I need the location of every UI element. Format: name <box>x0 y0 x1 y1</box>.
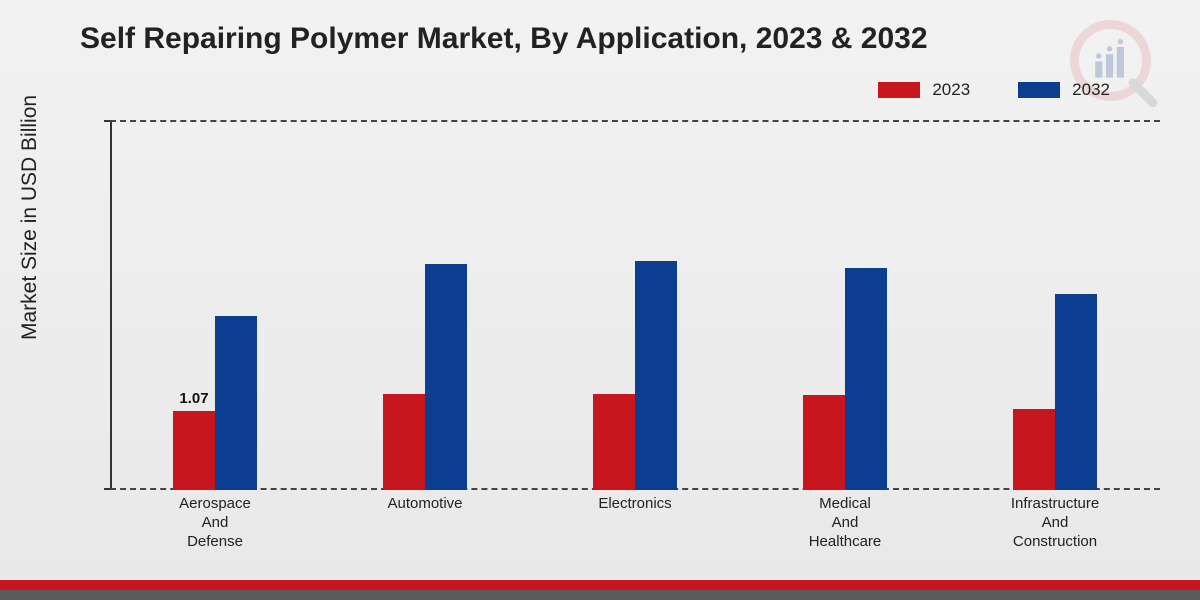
x-tick-label: Automotive <box>320 495 530 551</box>
x-axis-labels: Aerospace And DefenseAutomotiveElectroni… <box>110 495 1160 551</box>
bar-2032 <box>1055 294 1097 490</box>
x-tick-label: Electronics <box>530 495 740 551</box>
x-tick-label: Infrastructure And Construction <box>950 495 1160 551</box>
bar-2023 <box>593 394 635 490</box>
chart-title: Self Repairing Polymer Market, By Applic… <box>80 22 928 56</box>
bar-2032 <box>635 261 677 490</box>
bar-group <box>530 120 740 490</box>
legend-item-2023: 2023 <box>878 80 970 100</box>
legend: 2023 2032 <box>878 80 1110 100</box>
bar-group <box>740 120 950 490</box>
x-tick-label: Medical And Healthcare <box>740 495 950 551</box>
legend-item-2032: 2032 <box>1018 80 1110 100</box>
bar-2023 <box>173 411 215 490</box>
legend-label-2023: 2023 <box>932 80 970 100</box>
footer-stripe <box>0 580 1200 600</box>
bar-2032 <box>845 268 887 490</box>
bar-group <box>950 120 1160 490</box>
footer-grey <box>0 590 1200 600</box>
legend-swatch-2032 <box>1018 82 1060 98</box>
bar-2023 <box>1013 409 1055 490</box>
legend-label-2032: 2032 <box>1072 80 1110 100</box>
footer-red <box>0 580 1200 590</box>
legend-swatch-2023 <box>878 82 920 98</box>
plot-area: 1.07 <box>110 120 1160 490</box>
bar-group <box>320 120 530 490</box>
bar-groups: 1.07 <box>110 120 1160 490</box>
x-tick-label: Aerospace And Defense <box>110 495 320 551</box>
bar-2032 <box>425 264 467 490</box>
bar-2023 <box>383 394 425 490</box>
y-axis-label: Market Size in USD Billion <box>18 95 42 340</box>
bar-2032 <box>215 316 257 490</box>
bar-group: 1.07 <box>110 120 320 490</box>
bar-2023 <box>803 395 845 490</box>
